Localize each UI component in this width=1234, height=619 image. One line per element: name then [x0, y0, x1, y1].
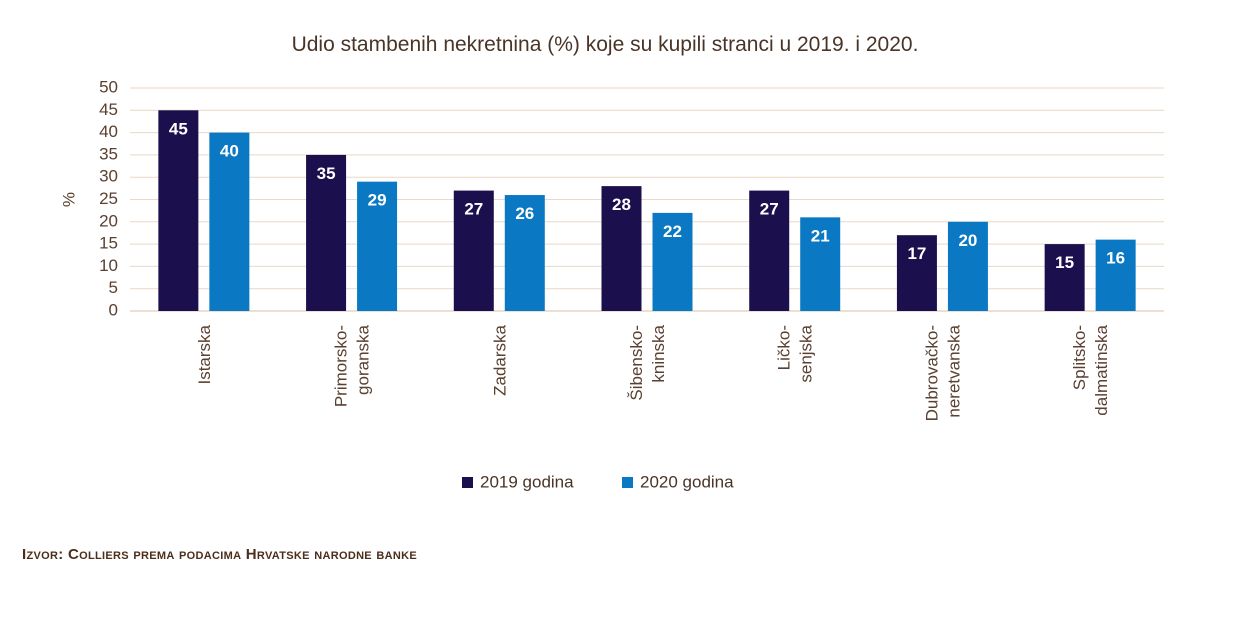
bar: [158, 110, 199, 311]
category-label: Splitsko-dalmatinska: [1070, 324, 1111, 415]
data-label: 26: [515, 204, 534, 223]
legend-swatch: [462, 477, 473, 488]
bar: [306, 154, 347, 311]
data-label: 29: [368, 191, 387, 210]
bar: [1095, 239, 1136, 311]
bar: [652, 212, 693, 311]
y-tick-label: 10: [99, 256, 118, 275]
data-label: 27: [464, 200, 483, 219]
y-tick-label: 45: [99, 100, 118, 119]
bar: [357, 181, 398, 311]
category-label: Istarska: [195, 324, 214, 384]
category-label: Dubrovačko-neretvanska: [922, 324, 963, 421]
bar: [209, 132, 250, 311]
bar: [1044, 244, 1085, 311]
y-tick-label: 40: [99, 122, 118, 141]
data-label: 20: [958, 231, 977, 250]
bar: [800, 217, 841, 311]
data-label: 22: [663, 222, 682, 241]
bar: [749, 190, 790, 311]
y-tick-label: 35: [99, 144, 118, 163]
bar: [947, 221, 988, 311]
legend-label: 2019 godina: [480, 472, 574, 491]
data-label: 16: [1106, 249, 1125, 268]
data-label: 45: [169, 119, 188, 138]
y-tick-label: 5: [109, 278, 118, 297]
bar: [453, 190, 494, 311]
category-label: Zadarska: [490, 324, 509, 395]
data-label: 17: [907, 244, 926, 263]
data-label: 35: [317, 164, 336, 183]
data-label: 21: [811, 226, 830, 245]
bar: [504, 195, 545, 311]
data-label: 27: [760, 200, 779, 219]
bar-chart: Udio stambenih nekretnina (%) koje su ku…: [59, 33, 1164, 491]
category-label: Primorsko-goranska: [332, 324, 373, 407]
data-label: 40: [220, 142, 239, 161]
source-note: Izvor: Colliers prema podacima Hrvatske …: [22, 546, 418, 563]
category-label: Šibensko-kninska: [627, 324, 668, 400]
data-label: 15: [1055, 253, 1074, 272]
chart-title: Udio stambenih nekretnina (%) koje su ku…: [292, 33, 919, 56]
bar: [601, 186, 642, 311]
y-tick-label: 15: [99, 234, 118, 253]
y-tick-label: 25: [99, 189, 118, 208]
y-tick-label: 20: [99, 211, 118, 230]
y-axis-label: %: [59, 192, 78, 207]
legend-swatch: [622, 477, 633, 488]
data-label: 28: [612, 195, 631, 214]
y-tick-label: 0: [109, 300, 118, 319]
y-tick-label: 30: [99, 167, 118, 186]
bar: [896, 235, 937, 311]
y-tick-label: 50: [99, 77, 118, 96]
legend-label: 2020 godina: [640, 472, 734, 491]
category-label: Ličko-senjska: [775, 324, 816, 382]
